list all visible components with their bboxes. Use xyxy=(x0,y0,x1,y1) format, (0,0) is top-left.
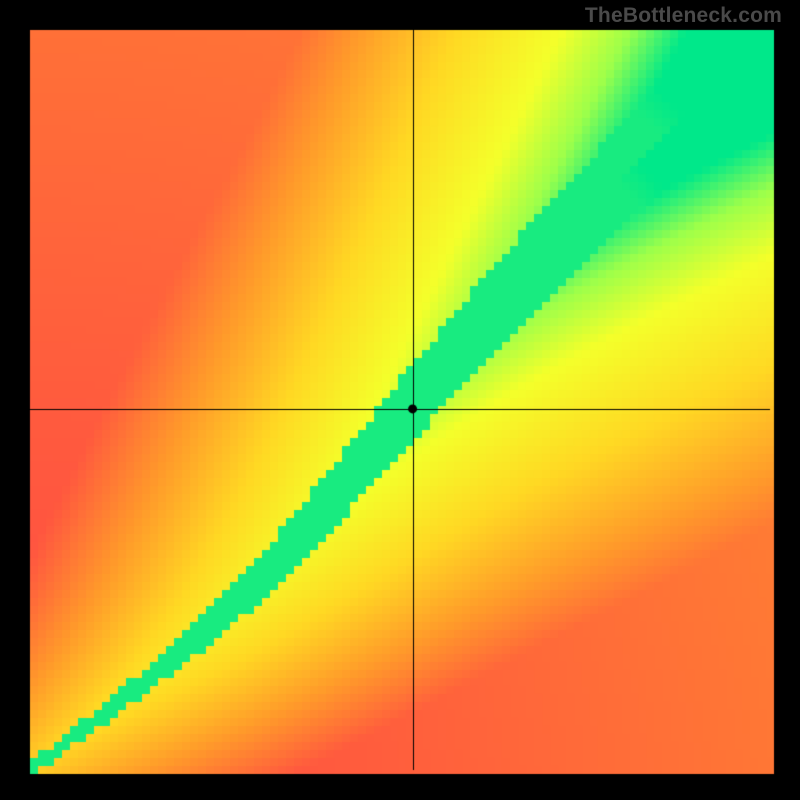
bottleneck-heatmap xyxy=(0,0,800,800)
chart-container: { "canvas": { "width": 800, "height": 80… xyxy=(0,0,800,800)
watermark-text: TheBottleneck.com xyxy=(585,4,782,28)
